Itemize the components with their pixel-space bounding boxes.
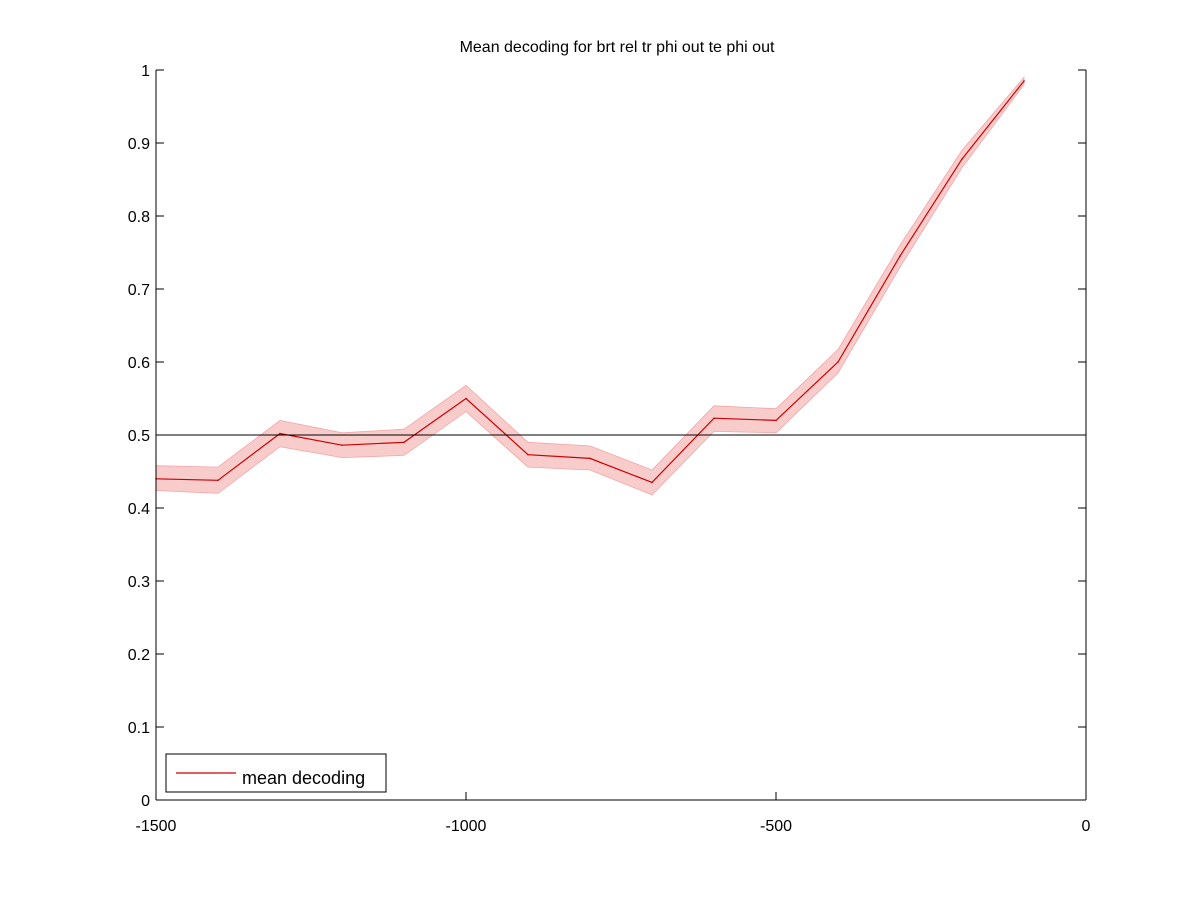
data-point [899,255,901,257]
data-point [1023,80,1025,82]
data-point [403,441,405,444]
y-tick-label: 0.1 [128,720,150,737]
data-point [961,158,963,160]
y-tick-label: 0 [141,793,150,810]
y-tick-label: 0.6 [128,355,150,372]
x-tick-label: 0 [1082,818,1091,835]
y-tick-label: 0.5 [128,428,150,445]
legend-label-mean-decoding: mean decoding [242,768,365,788]
series-line-layer [155,80,1025,484]
chart-title: Mean decoding for brt rel tr phi out te … [460,39,775,56]
data-point [651,481,653,484]
data-point [527,453,529,456]
data-point [775,419,777,422]
x-tick-label: -500 [760,818,792,835]
x-tick-label: -1000 [446,818,487,835]
x-axis-ticks: -1500 -1000 -500 0 [136,792,1091,835]
legend: mean decoding [165,753,387,793]
y-tick-label: 0.8 [128,209,150,226]
y-tick-label: 0.9 [128,136,150,153]
y-tick-label: 1 [141,63,150,80]
data-point [837,361,839,363]
x-tick-label: -1500 [136,818,177,835]
y-tick-label: 0.7 [128,282,150,299]
data-point [465,397,467,400]
data-point [341,444,343,447]
data-point [279,432,281,435]
y-tick-label: 0.4 [128,501,150,518]
data-point [589,457,591,460]
data-point [217,479,219,482]
y-tick-label: 0.2 [128,647,150,664]
y-axis-ticks: 0 0.1 0.2 0.3 0.4 0.5 0.6 0.7 0.8 0.9 1 [128,63,1086,810]
data-point [713,417,715,420]
y-tick-label: 0.3 [128,574,150,591]
